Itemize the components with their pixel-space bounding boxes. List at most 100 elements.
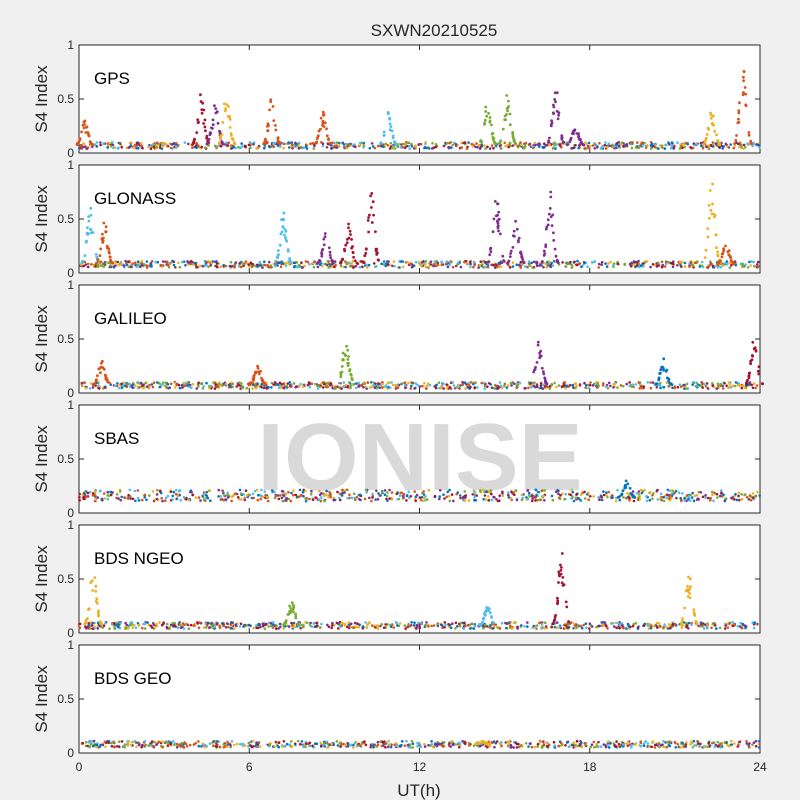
data-point	[485, 114, 489, 118]
data-point	[552, 146, 555, 149]
data-point	[392, 260, 396, 263]
data-point	[89, 621, 92, 624]
data-point	[266, 499, 270, 503]
data-point	[196, 622, 200, 625]
data-point	[651, 381, 655, 384]
data-point	[512, 746, 515, 749]
data-point	[404, 143, 408, 146]
data-point	[369, 745, 373, 749]
data-point	[290, 141, 294, 144]
data-point	[327, 138, 330, 142]
data-point	[540, 626, 543, 629]
data-point	[645, 495, 648, 498]
data-point	[153, 498, 157, 501]
data-point	[266, 141, 269, 144]
data-point	[187, 142, 190, 146]
data-point	[200, 145, 203, 149]
data-point	[557, 581, 560, 584]
data-point	[156, 488, 159, 492]
data-point	[410, 265, 414, 269]
data-point	[158, 621, 161, 624]
data-point	[328, 491, 332, 495]
data-point	[346, 348, 350, 352]
data-point	[125, 623, 129, 627]
data-point	[90, 624, 93, 627]
data-point	[105, 246, 109, 250]
data-point	[571, 490, 575, 494]
data-point	[749, 264, 752, 267]
data-point	[469, 265, 472, 269]
data-point	[302, 494, 305, 498]
data-point	[665, 625, 668, 629]
data-point	[272, 119, 276, 122]
data-point	[519, 143, 523, 147]
data-point	[577, 497, 581, 500]
data-point	[352, 266, 355, 269]
data-point	[322, 237, 326, 241]
data-point	[484, 623, 487, 627]
data-point	[557, 384, 561, 387]
data-point	[155, 622, 158, 626]
data-point	[734, 492, 737, 496]
data-point	[139, 265, 142, 269]
data-point	[338, 498, 342, 502]
data-point	[273, 496, 277, 500]
data-point	[94, 261, 98, 265]
data-point	[213, 104, 216, 108]
data-point	[384, 385, 387, 389]
data-point	[700, 144, 703, 148]
data-point	[96, 259, 100, 262]
data-point	[530, 144, 534, 148]
data-point	[740, 493, 743, 496]
data-point	[349, 373, 353, 377]
data-point	[687, 627, 690, 630]
data-point	[250, 496, 254, 500]
data-point	[693, 494, 697, 498]
data-point	[691, 491, 694, 495]
data-point	[240, 386, 244, 390]
data-point	[99, 624, 102, 628]
data-point	[626, 482, 630, 486]
data-point	[664, 262, 668, 266]
data-point	[574, 144, 577, 147]
data-point	[282, 382, 286, 385]
data-point	[413, 490, 417, 493]
data-point	[398, 266, 401, 269]
data-point	[298, 384, 301, 388]
data-point	[482, 498, 486, 501]
data-point	[95, 145, 99, 148]
data-point	[244, 145, 247, 149]
data-point	[543, 621, 547, 624]
data-point	[584, 147, 587, 150]
data-point	[370, 192, 374, 195]
data-point	[253, 489, 257, 493]
data-point	[229, 145, 233, 148]
data-point	[402, 142, 405, 146]
data-point	[554, 490, 558, 494]
data-point	[715, 627, 718, 630]
data-point	[94, 584, 98, 588]
data-point	[382, 263, 386, 266]
data-point	[394, 383, 398, 387]
data-point	[178, 623, 182, 627]
data-point	[244, 489, 248, 493]
data-point	[629, 142, 633, 146]
data-point	[651, 142, 654, 146]
data-point	[556, 259, 559, 263]
data-point	[329, 263, 333, 266]
data-point	[343, 247, 346, 251]
data-point	[173, 381, 177, 385]
data-point	[737, 491, 741, 495]
data-point	[112, 265, 116, 269]
data-point	[243, 498, 247, 502]
data-point	[743, 86, 747, 89]
data-point	[486, 385, 489, 389]
data-point	[367, 230, 370, 234]
data-point	[746, 378, 749, 382]
data-point	[423, 146, 426, 150]
data-point	[428, 383, 432, 387]
data-point	[579, 624, 582, 628]
data-point	[191, 493, 195, 497]
data-point	[344, 383, 348, 387]
data-point	[157, 143, 160, 147]
